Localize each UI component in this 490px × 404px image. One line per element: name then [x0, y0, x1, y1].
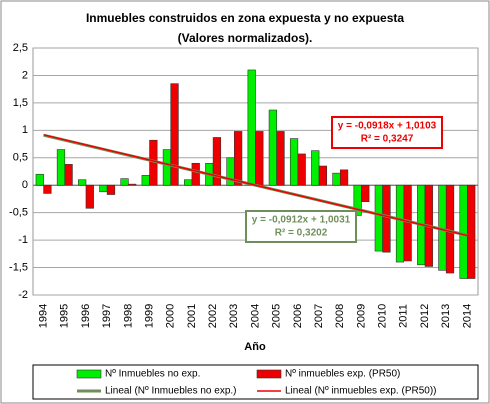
- bar: [128, 183, 137, 186]
- x-tick-label: 2010: [377, 304, 389, 328]
- bar: [395, 184, 405, 263]
- bar: [56, 149, 66, 186]
- chart-title: Inmuebles construidos en zona expuesta y…: [85, 11, 405, 45]
- bar: [162, 149, 172, 186]
- x-tick-label: 2004: [249, 304, 261, 328]
- bar: [339, 169, 349, 186]
- bar: [141, 175, 150, 186]
- x-tick-label: 1998: [122, 304, 134, 328]
- legend-swatch: [76, 369, 102, 379]
- x-tick-label: 1997: [101, 304, 113, 328]
- x-tick-label: 2002: [207, 304, 219, 328]
- y-tick-label: 2,5: [13, 42, 28, 54]
- bar: [64, 164, 73, 186]
- legend-label: Lineal (Nº inmuebles exp. (PR50)): [285, 386, 437, 397]
- legend-label: Lineal (Nº Inmuebles no exp.): [105, 386, 237, 397]
- y-tick-label: 0,5: [13, 152, 28, 164]
- bar: [35, 173, 44, 186]
- bar: [85, 184, 94, 209]
- r-squared: R² = 0,3247: [361, 134, 414, 145]
- equation: y = -0,0912x + 1,0031: [252, 215, 351, 226]
- bar: [170, 83, 179, 186]
- x-tick-label: 2007: [313, 304, 325, 328]
- x-axis-label: Año: [244, 341, 266, 353]
- bar: [318, 165, 328, 186]
- bar: [467, 184, 476, 279]
- x-tick-label: 2014: [461, 304, 473, 328]
- x-tick-label: 1996: [80, 304, 92, 328]
- legend-box: [32, 364, 479, 400]
- bar: [459, 184, 468, 279]
- bar: [106, 184, 116, 195]
- y-tick-label: -1: [18, 234, 28, 246]
- y-tick-label: -1,5: [9, 261, 28, 273]
- bar: [234, 131, 243, 186]
- x-tick-label: 2006: [292, 304, 304, 328]
- bar: [78, 179, 87, 186]
- x-tick-label: 2001: [186, 304, 198, 328]
- bar: [361, 184, 370, 202]
- bar: [247, 69, 256, 186]
- bar: [276, 131, 285, 186]
- x-tick-label: 2013: [440, 304, 452, 328]
- y-tick-label: -0,5: [9, 207, 28, 219]
- bar: [382, 184, 391, 253]
- x-tick-label: 2009: [355, 304, 367, 328]
- bar: [289, 138, 299, 186]
- equation: y = -0,0918x + 1,0103: [338, 121, 437, 132]
- bar: [297, 153, 306, 186]
- bar: [184, 179, 193, 186]
- bar: [191, 162, 200, 186]
- x-tick-label: 2008: [334, 304, 346, 328]
- bar: [374, 184, 383, 252]
- x-tick-label: 2000: [165, 304, 177, 328]
- x-tick-label: 2003: [228, 304, 240, 328]
- trendline: [43, 134, 468, 237]
- y-tick-label: 0: [22, 179, 28, 191]
- y-tick-label: -2: [18, 289, 28, 301]
- equation-box: [245, 210, 357, 243]
- bar: [255, 131, 264, 186]
- bar: [43, 184, 52, 194]
- legend-label: Nº Inmuebles no exp.: [105, 369, 200, 380]
- x-tick-label: 1995: [59, 304, 71, 328]
- legend-swatch: [256, 369, 282, 379]
- x-tick-label: 1999: [143, 304, 155, 328]
- x-tick-label: 2012: [419, 304, 431, 328]
- y-tick-label: 1: [22, 124, 28, 136]
- x-tick-label: 1994: [38, 304, 50, 328]
- equation-box: [331, 116, 443, 149]
- bar: [311, 150, 320, 186]
- r-squared: R² = 0,3202: [275, 228, 328, 239]
- x-tick-label: 2005: [271, 304, 283, 328]
- bar: [212, 137, 222, 186]
- bar: [332, 172, 341, 186]
- x-tick-label: 2011: [398, 304, 410, 328]
- y-tick-label: 1,5: [13, 97, 28, 109]
- y-tick-label: 2: [22, 69, 28, 81]
- bar: [268, 109, 277, 186]
- legend-label: Nº inmuebles exp. (PR50): [285, 369, 400, 380]
- bar: [120, 178, 129, 186]
- bar: [99, 184, 108, 193]
